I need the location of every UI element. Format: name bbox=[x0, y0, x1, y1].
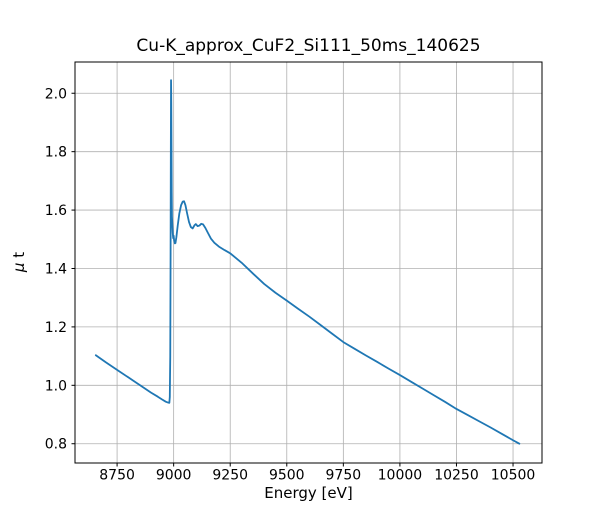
y-tick-label: 1.6 bbox=[45, 203, 67, 219]
y-tick-label: 1.8 bbox=[45, 145, 67, 161]
x-tick-label: 10500 bbox=[491, 468, 536, 484]
x-axis-label: Energy [eV] bbox=[264, 484, 353, 502]
data-line bbox=[94, 79, 521, 445]
x-tick-label: 9000 bbox=[156, 468, 192, 484]
y-tick-label: 2.0 bbox=[45, 86, 67, 102]
y-tick-label: 1.2 bbox=[45, 320, 67, 336]
x-tick-label: 8750 bbox=[99, 468, 135, 484]
chart-title: Cu-K_approx_CuF2_Si111_50ms_140625 bbox=[136, 36, 481, 56]
y-axis-label-rest: t bbox=[10, 251, 28, 263]
x-tick-label: 9250 bbox=[212, 468, 248, 484]
x-tick-label: 10250 bbox=[434, 468, 479, 484]
y-tick-label: 1.4 bbox=[45, 261, 67, 277]
y-axis-label: μ t bbox=[10, 228, 30, 296]
y-axis-label-mu: μ bbox=[10, 262, 28, 273]
x-tick-label: 10000 bbox=[378, 468, 423, 484]
x-tick-label: 9750 bbox=[326, 468, 362, 484]
y-tick-label: 0.8 bbox=[45, 437, 67, 453]
x-tick-label: 9500 bbox=[269, 468, 305, 484]
axes-spines bbox=[74, 61, 543, 464]
y-tick-label: 1.0 bbox=[45, 378, 67, 394]
